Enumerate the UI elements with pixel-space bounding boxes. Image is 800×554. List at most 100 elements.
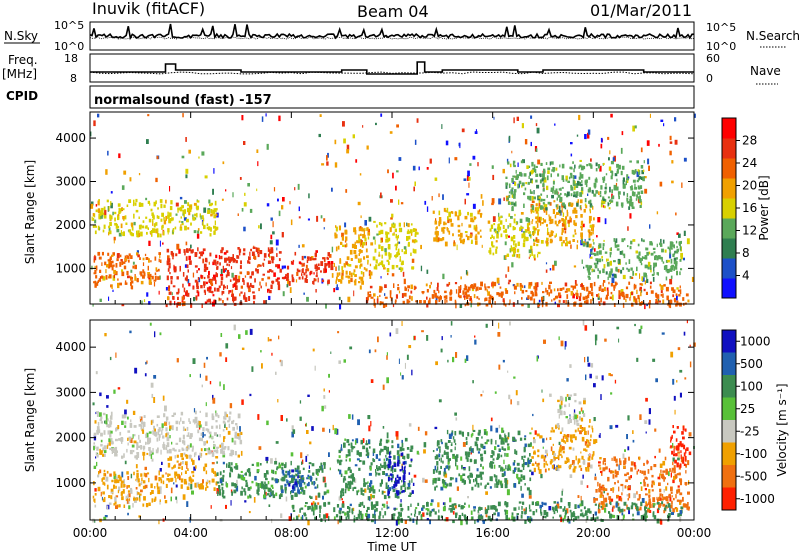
echo-mark-12 [573, 191, 576, 194]
echo-mark-12 [607, 196, 610, 199]
echo-mark-6 [454, 446, 456, 451]
echo-mark-6 [439, 238, 443, 242]
echo-mark-11 [183, 213, 185, 218]
echo-mark-4 [381, 479, 383, 485]
echo-mark-8 [540, 240, 544, 244]
echo-mark-9 [670, 275, 673, 279]
echo-mark-1 [166, 260, 170, 266]
echo-mark-4 [367, 228, 370, 233]
speck-mark [467, 211, 469, 216]
speck-mark [139, 416, 143, 422]
echo-mark-12 [625, 180, 627, 186]
echo-mark-8 [539, 220, 542, 226]
echo-mark-6 [462, 473, 466, 476]
echo-mark-9 [557, 423, 560, 428]
echo-mark-12 [575, 191, 577, 195]
echo-mark-1 [205, 266, 209, 270]
echo-mark-10 [403, 292, 407, 297]
echo-mark-7 [140, 420, 143, 425]
echo-mark-10 [624, 457, 627, 463]
speck-mark [354, 478, 357, 483]
echo-mark-1 [188, 477, 192, 482]
echo-mark-10 [369, 285, 373, 289]
speck-mark [395, 328, 399, 334]
echo-mark-12 [629, 199, 632, 204]
echo-mark-6 [498, 465, 501, 468]
echo-mark-0 [134, 265, 137, 270]
echo-mark-2 [270, 484, 274, 488]
speck-mark [307, 218, 310, 221]
echo-mark-0 [154, 272, 157, 276]
echo-mark-8 [562, 446, 565, 450]
echo-mark-1 [177, 288, 180, 294]
echo-mark-7 [158, 433, 161, 438]
echo-mark-4 [360, 271, 363, 275]
echo-mark-6 [476, 474, 479, 478]
echo-mark-10 [373, 298, 376, 303]
echo-mark-1 [167, 462, 171, 468]
echo-mark-1 [227, 269, 230, 273]
echo-mark-10 [411, 296, 413, 301]
echo-mark-0 [124, 280, 127, 284]
speck-mark [452, 511, 455, 515]
echo-mark-3 [234, 296, 237, 301]
echo-mark-10 [625, 286, 629, 290]
echo-mark-2 [291, 274, 294, 278]
speck-mark [678, 233, 681, 238]
echo-mark-8 [531, 463, 535, 466]
echo-mark-6 [523, 437, 527, 441]
echo-mark-4 [386, 446, 388, 452]
echo-mark-8 [561, 208, 563, 213]
echo-mark-1 [211, 468, 214, 473]
echo-mark-6 [454, 455, 458, 460]
echo-mark-1 [267, 288, 269, 293]
echo-mark-1 [211, 462, 215, 465]
echo-mark-12 [631, 185, 633, 191]
echo-mark-6 [447, 216, 449, 220]
echo-mark-9 [580, 417, 584, 422]
speck-mark [280, 513, 283, 518]
speck-mark [417, 426, 420, 431]
echo-mark-6 [476, 447, 479, 451]
echo-mark-1 [178, 475, 181, 481]
echo-mark-10 [450, 289, 452, 294]
echo-mark-12 [552, 185, 555, 191]
echo-mark-5 [385, 238, 388, 243]
echo-mark-3 [297, 472, 300, 475]
echo-mark-7 [227, 430, 231, 435]
echo-mark-10 [610, 291, 613, 295]
speck-mark [233, 324, 236, 331]
speck-mark [663, 489, 665, 493]
echo-mark-1 [212, 261, 215, 266]
echo-mark-6 [503, 448, 507, 451]
echo-mark-7 [234, 451, 237, 456]
speck-mark [406, 222, 408, 227]
speck-mark [435, 361, 438, 366]
echo-mark-6 [520, 485, 522, 491]
echo-mark-1 [182, 283, 184, 288]
echo-mark-0 [126, 254, 128, 259]
echo-mark-10 [449, 296, 453, 301]
echo-mark-2 [307, 257, 310, 261]
echo-mark-6 [441, 227, 444, 232]
echo-mark-9 [644, 264, 648, 269]
echo-mark-4 [352, 272, 355, 276]
speck-mark [315, 495, 318, 500]
echo-mark-11 [180, 216, 182, 219]
echo-mark-12 [589, 163, 592, 167]
echo-mark-11 [108, 230, 112, 235]
echo-mark-8 [546, 241, 549, 245]
echo-mark-12 [631, 206, 635, 209]
echo-mark-7 [139, 416, 142, 419]
echo-mark-8 [567, 219, 570, 224]
speck-mark [92, 402, 95, 406]
echo-mark-7 [189, 435, 192, 439]
echo-mark-7 [142, 422, 146, 427]
echo-mark-10 [666, 295, 669, 301]
speck-mark [220, 268, 223, 275]
echo-mark-10 [579, 292, 582, 297]
echo-mark-4 [375, 454, 378, 459]
speck-mark [470, 452, 472, 455]
echo-mark-6 [505, 465, 507, 470]
